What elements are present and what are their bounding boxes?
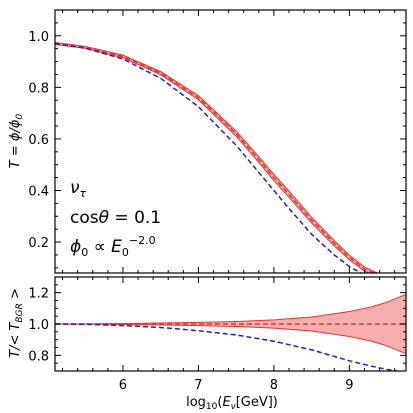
top-ticks: 0.2 0.4 0.6 0.8 1.0: [28, 9, 406, 273]
x-tick-label: 7: [194, 378, 202, 393]
top-series-0-band: [55, 41, 379, 273]
bottom-y-axis-label: T/< TBGR >: [8, 288, 25, 358]
annotation-line-2: cosθ = 0.1: [70, 208, 161, 228]
top-series-1-line: [55, 42, 363, 273]
top-panel: 0.2 0.4 0.6 0.8 1.0 T = ϕ/ϕ0 ντ cosθ = 0.1 ϕ…: [8, 9, 407, 274]
top-y-tick-label: 0.8: [28, 81, 49, 96]
top-plot-area: [55, 41, 379, 273]
top-y-tick-label: 1.0: [28, 30, 49, 45]
bottom-plot-area: [55, 293, 406, 371]
x-tick-label: 8: [270, 378, 278, 393]
bottom-panel: 6 7 8 9 0.8 1.0 1.2 T/< TBGR > log10(Eν[GeV]): [8, 276, 407, 412]
top-y-tick-label: 0.4: [28, 184, 49, 199]
bottom-y-tick-label: 1.2: [28, 287, 49, 302]
top-y-tick-label: 0.6: [28, 133, 49, 148]
bottom-ticks: 6 7 8 9 0.8 1.0 1.2: [28, 276, 406, 393]
annotation: ντ cosθ = 0.1 ϕ0 ∝ E0−2.0: [70, 178, 161, 259]
bottom-series-0-band: [55, 293, 406, 355]
top-frame: [54, 9, 407, 274]
bottom-series-1-line: [55, 323, 402, 371]
x-tick-label: 6: [119, 378, 127, 393]
top-y-tick-label: 0.2: [28, 236, 49, 251]
top-y-axis-label: T = ϕ/ϕ0: [8, 114, 25, 169]
annotation-line-3: ϕ0 ∝ E0−2.0: [70, 234, 156, 259]
x-tick-label: 9: [345, 378, 353, 393]
top-series-0-line: [55, 42, 376, 273]
bottom-frame: [54, 276, 407, 372]
annotation-line-1: ντ: [70, 178, 87, 200]
x-axis-label: log10(Eν[GeV]): [186, 395, 278, 412]
bottom-y-tick-label: 0.8: [28, 349, 49, 364]
bottom-y-tick-label: 1.0: [28, 318, 49, 333]
